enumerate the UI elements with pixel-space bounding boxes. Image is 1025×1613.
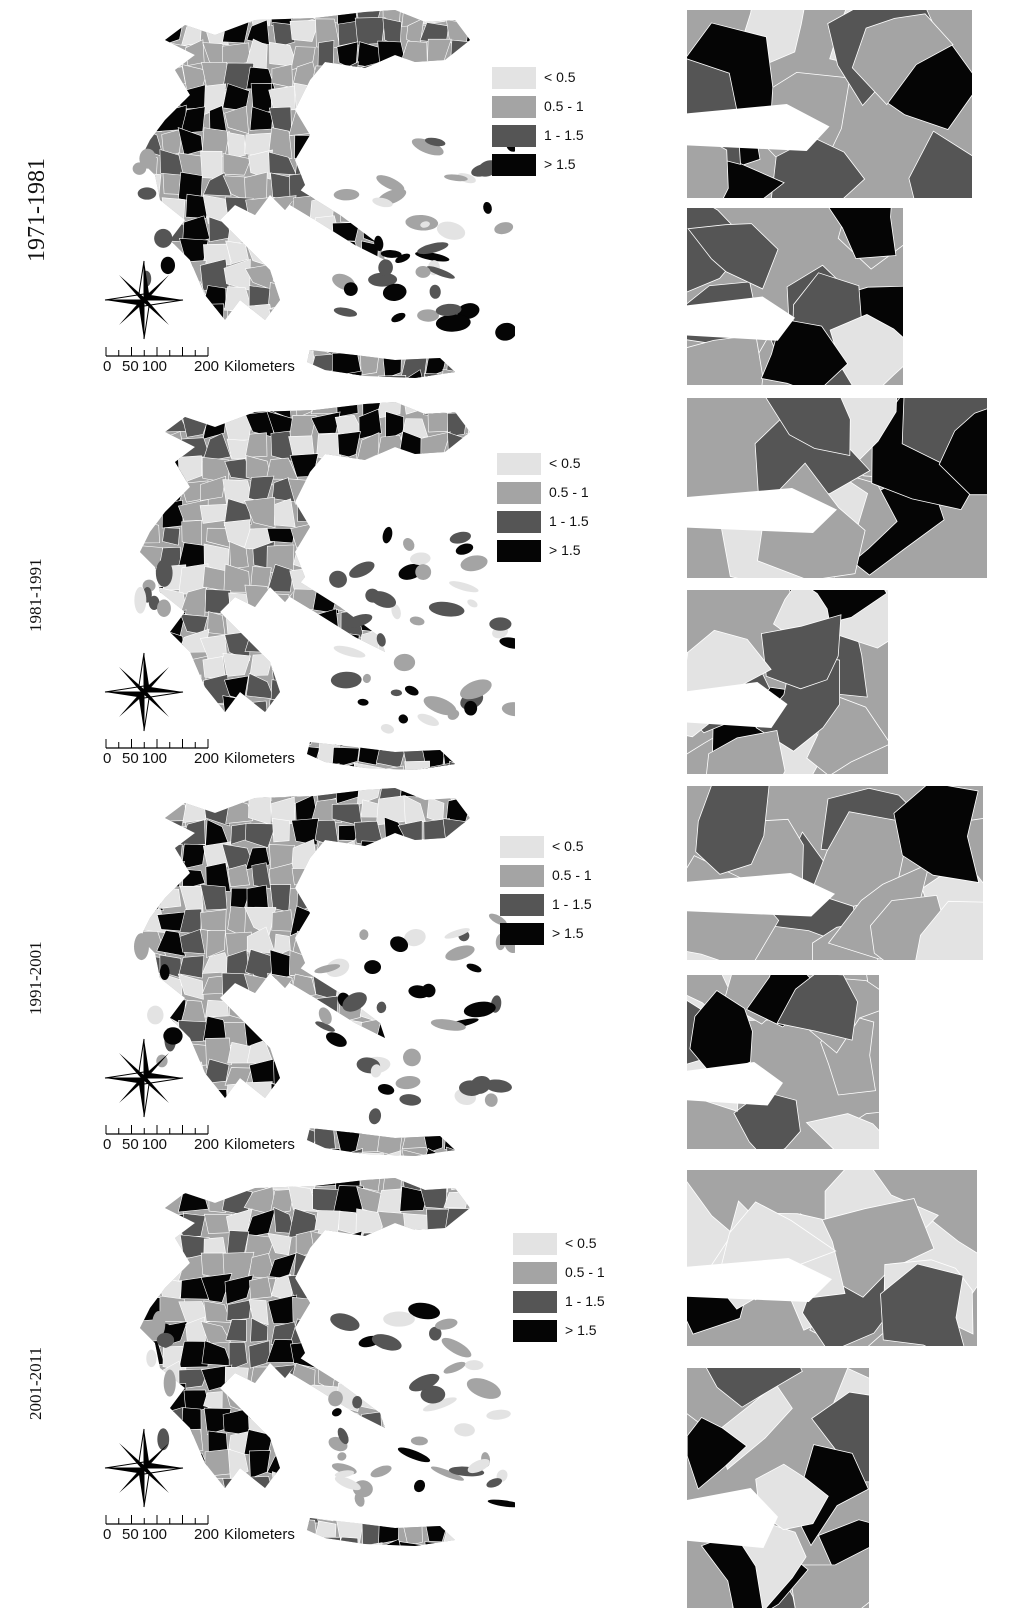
scale-bar: 0 50 100 200 Kilometers: [100, 1512, 320, 1544]
scale-label-t2: 100: [142, 1526, 168, 1543]
scale-label-t2: 100: [142, 1136, 168, 1153]
scale-label-t2: 100: [142, 750, 168, 767]
period-label: 1991-2001: [26, 941, 45, 1015]
scale-label-t1: 50: [122, 750, 139, 767]
legend-label: 0.5 - 1: [552, 867, 592, 883]
legend-label: < 0.5: [549, 455, 581, 471]
legend: < 0.5 0.5 - 1 1 - 1.5 > 1.5: [513, 1230, 623, 1346]
scale-label-t1: 50: [122, 1526, 139, 1543]
inset-map-thessaloniki: [687, 208, 903, 385]
scale-label-t0: 0: [103, 1526, 112, 1543]
legend-label: 0.5 - 1: [549, 484, 589, 500]
legend-swatch: [492, 96, 536, 118]
legend-swatch: [497, 453, 541, 475]
legend-label: 1 - 1.5: [565, 1293, 605, 1309]
legend-item: < 0.5: [513, 1230, 623, 1259]
legend-swatch: [500, 865, 544, 887]
legend-item: 0.5 - 1: [497, 479, 607, 508]
panel-1971-1981: 1971-1981 < 0.5 0.5 - 1 1 - 1.5 > 1.5 0 50 100 2…: [0, 0, 1025, 403]
legend-item: > 1.5: [497, 537, 607, 566]
scale-bar: 0 50 100 200 Kilometers: [100, 344, 320, 376]
legend-swatch: [513, 1320, 557, 1342]
panel-1981-1991: 1981-1991 < 0.5 0.5 - 1 1 - 1.5 > 1.5 0 50 100 2…: [0, 392, 1025, 795]
inset-map-athens: [687, 786, 983, 960]
legend-item: 0.5 - 1: [492, 93, 602, 122]
legend-item: 1 - 1.5: [492, 122, 602, 151]
legend-swatch: [500, 836, 544, 858]
inset-map-athens: [687, 1170, 977, 1346]
legend-item: > 1.5: [492, 151, 602, 180]
period-label: 1981-1991: [26, 558, 45, 632]
legend-label: 0.5 - 1: [544, 98, 584, 114]
scale-label-unit: Kilometers: [224, 1526, 295, 1543]
legend-swatch: [513, 1262, 557, 1284]
inset-map-thessaloniki: [687, 590, 888, 774]
north-arrow-icon: [104, 1038, 184, 1118]
legend-label: > 1.5: [544, 156, 576, 172]
inset-map-thessaloniki: [687, 975, 879, 1149]
legend-label: < 0.5: [565, 1235, 597, 1251]
legend-item: > 1.5: [513, 1317, 623, 1346]
legend-swatch: [500, 894, 544, 916]
greece-map: [132, 10, 515, 378]
period-label: 1971-1981: [24, 158, 50, 262]
legend-swatch: [492, 67, 536, 89]
north-arrow-icon: [104, 260, 184, 340]
legend-item: < 0.5: [492, 64, 602, 93]
legend-label: > 1.5: [549, 542, 581, 558]
legend-swatch: [497, 540, 541, 562]
legend-label: 1 - 1.5: [552, 896, 592, 912]
legend: < 0.5 0.5 - 1 1 - 1.5 > 1.5: [497, 450, 607, 566]
legend-item: < 0.5: [497, 450, 607, 479]
north-arrow-icon: [104, 652, 184, 732]
scale-label-t3: 200: [194, 750, 220, 767]
inset-map-athens: [687, 10, 972, 198]
legend-label: < 0.5: [552, 838, 584, 854]
legend-item: 1 - 1.5: [500, 891, 610, 920]
legend-item: < 0.5: [500, 833, 610, 862]
scale-label-unit: Kilometers: [224, 750, 295, 767]
panel-1991-2001: 1991-2001 < 0.5 0.5 - 1 1 - 1.5 > 1.5 0 50 100 2…: [0, 778, 1025, 1181]
legend-swatch: [492, 125, 536, 147]
legend-swatch: [513, 1291, 557, 1313]
scale-label-t1: 50: [122, 1136, 139, 1153]
north-arrow-icon: [104, 1428, 184, 1508]
scale-label-unit: Kilometers: [224, 1136, 295, 1153]
legend-swatch: [500, 923, 544, 945]
legend-label: 1 - 1.5: [544, 127, 584, 143]
greece-map: [134, 788, 515, 1156]
period-label: 2001-2011: [26, 1346, 45, 1420]
legend-label: > 1.5: [552, 925, 584, 941]
legend-swatch: [497, 482, 541, 504]
legend-swatch: [513, 1233, 557, 1255]
legend-item: 0.5 - 1: [513, 1259, 623, 1288]
inset-map-athens: [687, 398, 987, 578]
legend-item: 1 - 1.5: [497, 508, 607, 537]
scale-bar: 0 50 100 200 Kilometers: [100, 736, 320, 768]
scale-bar: 0 50 100 200 Kilometers: [100, 1122, 320, 1154]
legend-label: < 0.5: [544, 69, 576, 85]
scale-label-t3: 200: [194, 1136, 220, 1153]
legend-swatch: [497, 511, 541, 533]
greece-map: [134, 402, 515, 770]
legend-swatch: [492, 154, 536, 176]
legend-label: 1 - 1.5: [549, 513, 589, 529]
scale-label-t3: 200: [194, 1526, 220, 1543]
inset-map-thessaloniki: [687, 1368, 869, 1608]
legend-item: 0.5 - 1: [500, 862, 610, 891]
scale-label-t1: 50: [122, 358, 139, 375]
legend-label: 0.5 - 1: [565, 1264, 605, 1280]
legend-item: > 1.5: [500, 920, 610, 949]
panel-2001-2011: 2001-2011 < 0.5 0.5 - 1 1 - 1.5 > 1.5 0 50 100 2…: [0, 1168, 1025, 1608]
scale-label-t2: 100: [142, 358, 168, 375]
legend: < 0.5 0.5 - 1 1 - 1.5 > 1.5: [492, 64, 602, 180]
scale-label-t0: 0: [103, 1136, 112, 1153]
legend-item: 1 - 1.5: [513, 1288, 623, 1317]
legend: < 0.5 0.5 - 1 1 - 1.5 > 1.5: [500, 833, 610, 949]
scale-label-t0: 0: [103, 358, 112, 375]
scale-label-unit: Kilometers: [224, 358, 295, 375]
legend-label: > 1.5: [565, 1322, 597, 1338]
scale-label-t0: 0: [103, 750, 112, 767]
scale-label-t3: 200: [194, 358, 220, 375]
